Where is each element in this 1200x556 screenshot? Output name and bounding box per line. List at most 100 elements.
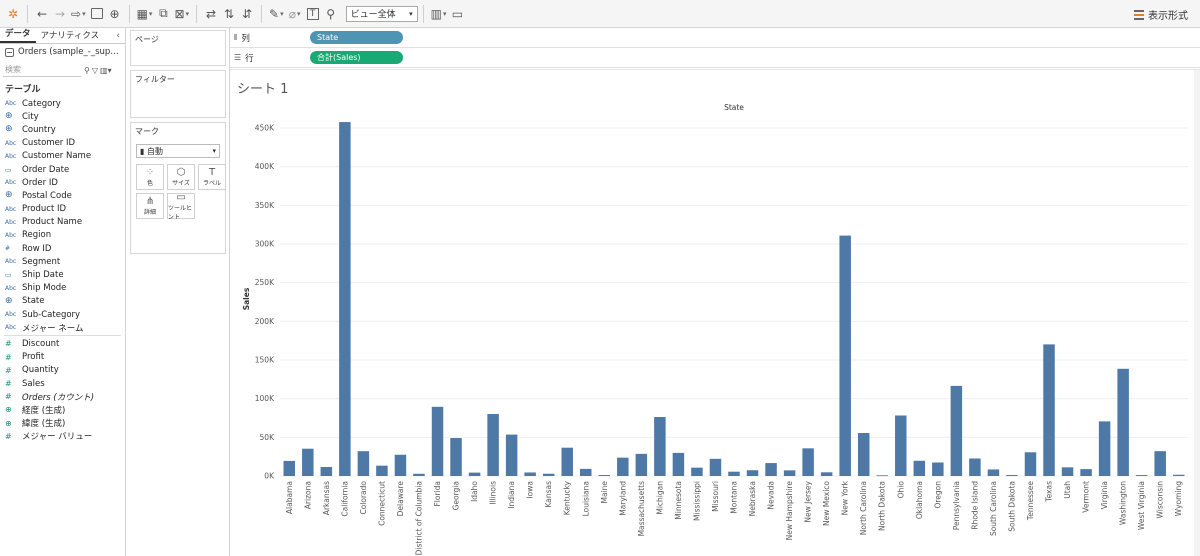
field-item[interactable]: ⊕ City [0,110,125,123]
bar-michigan[interactable] [654,417,666,476]
field-item[interactable]: Abc Product ID [0,203,125,216]
pages-card[interactable]: ページ [130,30,226,66]
bar-iowa[interactable] [524,472,536,476]
columns-shelf[interactable]: ⫴ 列 State [230,28,1200,48]
duplicate-sheet-icon[interactable]: ⧉ [159,6,168,20]
bar-wisconsin[interactable] [1154,451,1166,476]
bar-kentucky[interactable] [561,447,573,476]
field-item[interactable]: Abc Order ID [0,176,125,189]
bar-illinois[interactable] [487,414,499,476]
field-item[interactable]: # Quantity [0,364,125,377]
datasource-item[interactable]: Orders (sample_-_sup… [0,44,125,60]
field-item[interactable]: ⊕ 緯度 (生成) [0,417,125,430]
bar-mississippi[interactable] [691,467,703,476]
bar-idaho[interactable] [468,472,481,476]
show-cards-icon[interactable]: ▥ ▾ [430,6,447,21]
field-item[interactable]: Abc メジャー ネーム [0,321,125,334]
search-input[interactable] [3,63,81,77]
chevron-left-icon[interactable]: ‹ [116,31,120,41]
bar-arizona[interactable] [302,448,314,476]
bar-oklahoma[interactable] [913,460,926,476]
undo-icon[interactable]: ← [36,6,48,21]
bar-north-dakota[interactable] [876,475,888,477]
save-icon[interactable] [88,3,106,25]
bar-new-jersey[interactable] [802,448,814,476]
field-item[interactable]: # Orders (カウント) [0,390,125,403]
field-item[interactable]: Abc Ship Mode [0,282,125,295]
bar-louisiana[interactable] [580,468,592,476]
rows-shelf[interactable]: ☰ 行 合計(Sales) [230,48,1200,68]
bar-new-mexico[interactable] [820,472,833,476]
bar-alabama[interactable] [283,460,296,476]
bar-minnesota[interactable] [672,452,685,476]
bar-nebraska[interactable] [746,470,759,476]
bar-washington[interactable] [1117,368,1129,476]
field-item[interactable]: Abc Segment [0,255,125,268]
field-item[interactable]: # Sales [0,377,125,390]
view-options-icon[interactable]: ▥▾ [100,65,112,75]
field-item[interactable]: ▭ Order Date [0,163,125,176]
field-item[interactable]: Abc Sub-Category [0,308,125,321]
bar-tennessee[interactable] [1024,452,1037,476]
bar-indiana[interactable] [505,434,518,476]
bar-virginia[interactable] [1098,421,1111,476]
sort-ascending-icon[interactable]: ⇅ [223,6,235,21]
bar-colorado[interactable] [357,451,370,476]
filters-card[interactable]: フィルター [130,70,226,118]
bar-connecticut[interactable] [376,465,388,476]
fix-axes-icon[interactable]: ⚲ [326,6,335,21]
mark-button-text-label[interactable]: T ラベル [198,164,226,190]
bar-nevada[interactable] [765,463,777,476]
bar-new-york[interactable] [839,235,851,476]
tableau-logo-icon[interactable]: ✲ [7,6,19,21]
filter-icon[interactable]: ▽ [91,65,99,75]
bar-west-virginia[interactable] [1135,475,1148,476]
bar-utah[interactable] [1061,467,1074,476]
rows-pill-sum-sales[interactable]: 合計(Sales) [310,51,403,64]
bar-south-dakota[interactable] [1006,474,1018,476]
bar-arkansas[interactable] [320,466,333,476]
search-icon[interactable]: ⚲ [84,65,90,75]
redo-icon[interactable]: → [54,6,66,21]
mark-button-color[interactable]: ⁘ 色 [136,164,164,190]
field-item[interactable]: Abc Customer ID [0,137,125,150]
vertical-scrollbar[interactable] [1194,70,1200,556]
field-item[interactable]: # Profit [0,351,125,364]
clear-sheet-icon[interactable]: ⊠ ▾ [174,6,190,21]
field-item[interactable]: ⊕ Postal Code [0,189,125,202]
field-item[interactable]: ⊕ 経度 (生成) [0,403,125,416]
field-item[interactable]: ⊕ State [0,295,125,308]
bar-rhode-island[interactable] [969,458,981,476]
field-item[interactable]: Abc Customer Name [0,150,125,163]
bar-delaware[interactable] [394,454,407,476]
group-members-icon[interactable]: ⌀ ▾ [288,6,301,21]
new-worksheet-icon[interactable]: ▦ ▾ [136,6,153,21]
bar-vermont[interactable] [1080,469,1092,476]
bar-pennsylvania[interactable] [950,385,963,476]
field-item[interactable]: Abc Region [0,229,125,242]
bar-california[interactable] [339,122,351,476]
field-item[interactable]: # メジャー バリュー [0,430,125,443]
bar-missouri[interactable] [709,458,722,476]
field-item[interactable]: # Discount [0,337,125,350]
bar-south-carolina[interactable] [987,469,1000,476]
bar-maryland[interactable] [617,457,629,476]
field-item[interactable]: # Row ID [0,242,125,255]
bar-massachusetts[interactable] [635,453,648,476]
mark-button-detail[interactable]: ⋔ 詳細 [136,193,164,219]
bar-maine[interactable] [598,475,611,476]
bar-north-carolina[interactable] [857,433,870,476]
mark-button-tooltip[interactable]: ▭ ツールヒント [167,192,195,221]
mark-button-size[interactable]: ⬡ サイズ [167,164,195,190]
bar-texas[interactable] [1043,344,1055,476]
swap-rows-columns-icon[interactable]: ⇄ [205,6,217,21]
bar-new-hampshire[interactable] [783,470,796,476]
bar-georgia[interactable] [450,438,462,476]
bar-wyoming[interactable] [1172,474,1185,476]
bar-district-of-columbia[interactable] [413,473,425,476]
replay-icon[interactable]: ⇨ ▾ [71,6,86,21]
bar-oregon[interactable] [932,462,944,476]
tab-data[interactable]: データ [0,25,36,43]
field-item[interactable]: ▭ Ship Date [0,268,125,281]
new-datasource-icon[interactable]: ⊕ [109,6,120,21]
